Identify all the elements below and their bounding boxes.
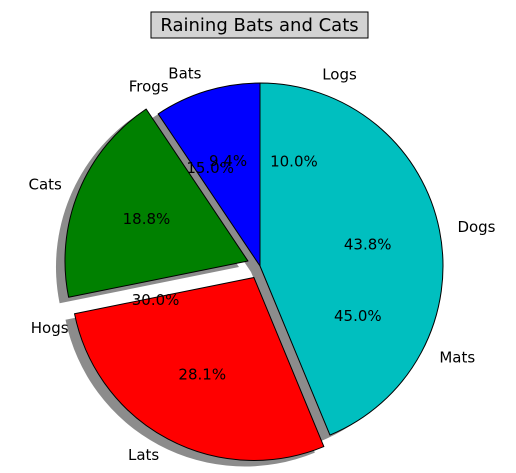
slice-percent-logs: 10.0% — [270, 153, 318, 171]
slice-percent-mats: 45.0% — [334, 307, 382, 325]
title-box — [150, 11, 369, 39]
slice-label-lats: Lats — [128, 446, 159, 464]
labels: Bats 9.4% Cats 18.8% Lats 28.1% Dogs 43.8% Frogs… — [28, 64, 495, 464]
slice-label-dogs: Dogs — [457, 218, 495, 236]
chart-title: Raining Bats and Cats — [160, 15, 358, 36]
slice-percent-cats: 18.8% — [123, 210, 171, 228]
wedges — [64, 82, 444, 461]
wedge-dogs — [259, 82, 444, 436]
slice-label-frogs: Frogs — [129, 78, 169, 96]
wedge-bats — [157, 82, 261, 267]
slice-label-logs: Logs — [322, 66, 357, 84]
chart-title-group: Raining Bats and Cats — [150, 11, 369, 39]
slice-label-hogs: Hogs — [31, 319, 69, 337]
wedge-cats — [64, 108, 249, 298]
slice-label-cats: Cats — [28, 175, 62, 193]
slice-percent-bats: 9.4% — [209, 152, 247, 170]
slice-percent-dogs: 43.8% — [344, 236, 392, 254]
slice-label-bats: Bats — [168, 64, 201, 82]
slice-percent-hogs: 30.0% — [132, 291, 180, 309]
slice-percent-lats: 28.1% — [178, 365, 226, 383]
slice-percent-frogs: 15.0% — [186, 159, 234, 177]
wedge-lats — [74, 276, 325, 461]
slice-label-mats: Mats — [439, 348, 475, 366]
